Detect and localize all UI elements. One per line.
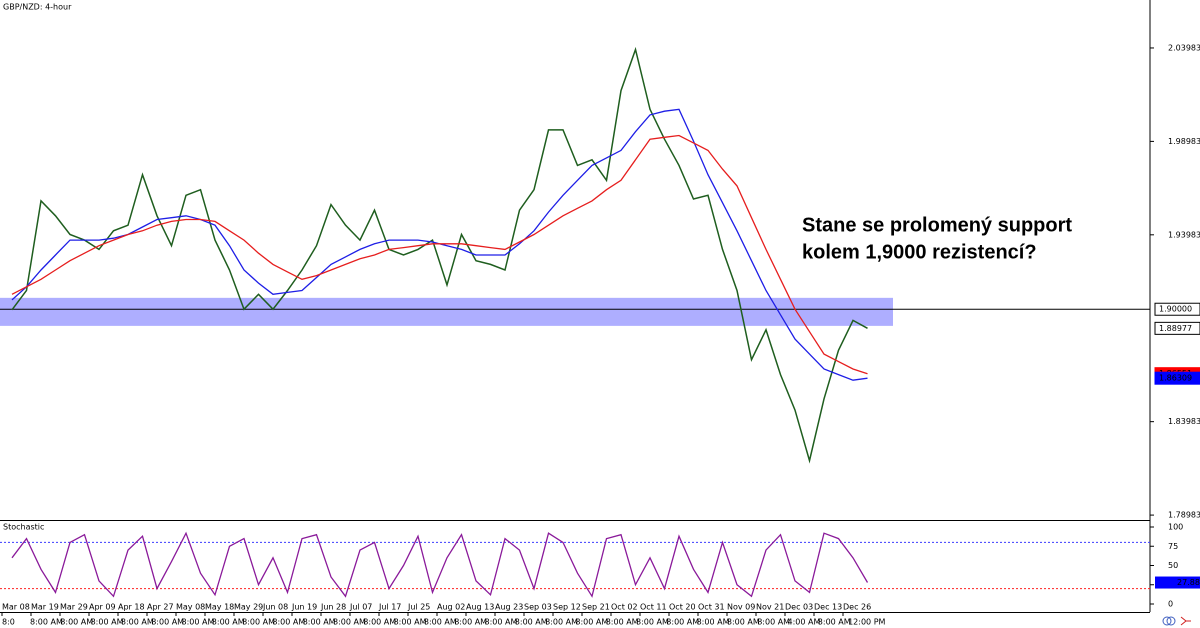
stochastic-marker xyxy=(1155,576,1200,589)
y-tick-label: 1.78983 xyxy=(1168,511,1200,520)
link-icon[interactable] xyxy=(1166,616,1176,626)
time-label: 8:00 AM xyxy=(333,618,366,627)
x-tick-label: May 29 xyxy=(234,603,263,612)
toolbar-icons[interactable] xyxy=(1162,616,1191,626)
price-marker xyxy=(1154,302,1200,316)
time-label: 8:00 AM xyxy=(30,618,63,627)
x-tick-label: May 18 xyxy=(205,603,234,612)
annotation: Stane se prolomený support xyxy=(802,214,1072,236)
time-label: 8:00 AM xyxy=(545,618,578,627)
price-marker-label: 1.86309 xyxy=(1159,374,1192,383)
x-tick-label: Mar 19 xyxy=(31,603,59,612)
x-tick-label: Jul 07 xyxy=(349,603,372,612)
y-tick-label: 1.83983 xyxy=(1168,417,1200,426)
time-label: 8:00 AM xyxy=(60,618,93,627)
time-label: 8:00 AM xyxy=(424,618,457,627)
time-label: 8:00 AM xyxy=(485,618,518,627)
x-tick-label: Oct 11 xyxy=(640,603,667,612)
y-tick-label: 50 xyxy=(1168,561,1178,570)
x-tick-label: Mar 29 xyxy=(60,603,88,612)
x-tick-label: Dec 26 xyxy=(843,603,871,612)
time-label: 8:00 AM xyxy=(303,618,336,627)
stochastic-title: Stochastic xyxy=(3,523,44,532)
time-label: 8:00 AM xyxy=(818,618,851,627)
x-tick-label: Oct 31 xyxy=(698,603,725,612)
x-tick-label: May 08 xyxy=(176,603,205,612)
x-tick-label: Oct 02 xyxy=(611,603,638,612)
time-label: 8:0 xyxy=(2,618,15,627)
x-tick-label: Sep 12 xyxy=(553,603,581,612)
time-label: 8:00 AM xyxy=(757,618,790,627)
y-tick-label: 75 xyxy=(1168,542,1178,551)
support-zone xyxy=(0,297,893,326)
time-label: 8:00 AM xyxy=(606,618,639,627)
time-label: 8:00 AM xyxy=(575,618,608,627)
y-tick-label: 2.03983 xyxy=(1168,43,1200,52)
x-tick-label: Mar 08 xyxy=(2,603,30,612)
x-tick-label: Nov 09 xyxy=(727,603,755,612)
x-tick-label: Sep 03 xyxy=(524,603,552,612)
price-marker-label: 1.90000 xyxy=(1159,305,1192,314)
series-line xyxy=(11,46,868,464)
time-label: 8:00 AM xyxy=(394,618,427,627)
time-label: 8:00 AM xyxy=(727,618,760,627)
time-label: 8:00 AM xyxy=(91,618,124,627)
x-tick-label: Nov 21 xyxy=(756,603,784,612)
time-label: 8:00 AM xyxy=(212,618,245,627)
chart-title: GBP/NZD: 4-hour xyxy=(3,3,72,12)
time-label: 8:00 AM xyxy=(666,618,699,627)
x-tick-label: Dec 03 xyxy=(785,603,813,612)
y-tick-label: 1.93983 xyxy=(1168,230,1200,239)
time-label: 4:00 AM xyxy=(788,618,821,627)
link-icon[interactable] xyxy=(1162,616,1172,626)
time-label: 8:00 AM xyxy=(697,618,730,627)
x-tick-label: Oct 20 xyxy=(669,603,696,612)
y-tick-label: 0 xyxy=(1168,599,1173,608)
x-tick-label: Aug 13 xyxy=(466,603,494,612)
x-tick-label: Jun 08 xyxy=(262,603,288,612)
x-tick-label: Apr 18 xyxy=(118,603,145,612)
time-label: 8:00 AM xyxy=(515,618,548,627)
time-label: 8:00 AM xyxy=(272,618,305,627)
x-tick-label: Jun 28 xyxy=(320,603,346,612)
price-marker xyxy=(1154,321,1200,335)
x-tick-label: Jun 19 xyxy=(291,603,317,612)
x-tick-label: Apr 09 xyxy=(89,603,116,612)
x-tick-label: Aug 23 xyxy=(495,603,523,612)
time-label: 8:00 AM xyxy=(182,618,215,627)
x-tick-label: Apr 27 xyxy=(147,603,174,612)
time-label: 12:00 PM xyxy=(848,618,885,627)
time-label: 8:00 AM xyxy=(242,618,275,627)
jump-icon[interactable] xyxy=(1180,616,1191,626)
time-label: 8:00 AM xyxy=(151,618,184,627)
annotation: kolem 1,9000 rezistencí? xyxy=(802,241,1037,263)
y-tick-label: 1.98983 xyxy=(1168,137,1200,146)
x-tick-label: Jul 17 xyxy=(378,603,401,612)
series-line xyxy=(11,134,868,375)
price-marker-label: 1.88977 xyxy=(1159,324,1192,333)
y-tick-label: 100 xyxy=(1168,523,1183,532)
x-tick-label: Aug 02 xyxy=(437,603,465,612)
stochastic-marker-label: 27.88 xyxy=(1177,578,1200,587)
time-label: 8:00 AM xyxy=(454,618,487,627)
time-label: 8:00 AM xyxy=(363,618,396,627)
time-label: 8:00 AM xyxy=(121,618,154,627)
x-tick-label: Sep 21 xyxy=(582,603,610,612)
x-tick-label: Jul 25 xyxy=(407,603,430,612)
price-marker xyxy=(1154,371,1200,385)
series-line xyxy=(11,531,869,598)
x-tick-label: Dec 13 xyxy=(814,603,842,612)
time-label: 8:00 AM xyxy=(636,618,669,627)
